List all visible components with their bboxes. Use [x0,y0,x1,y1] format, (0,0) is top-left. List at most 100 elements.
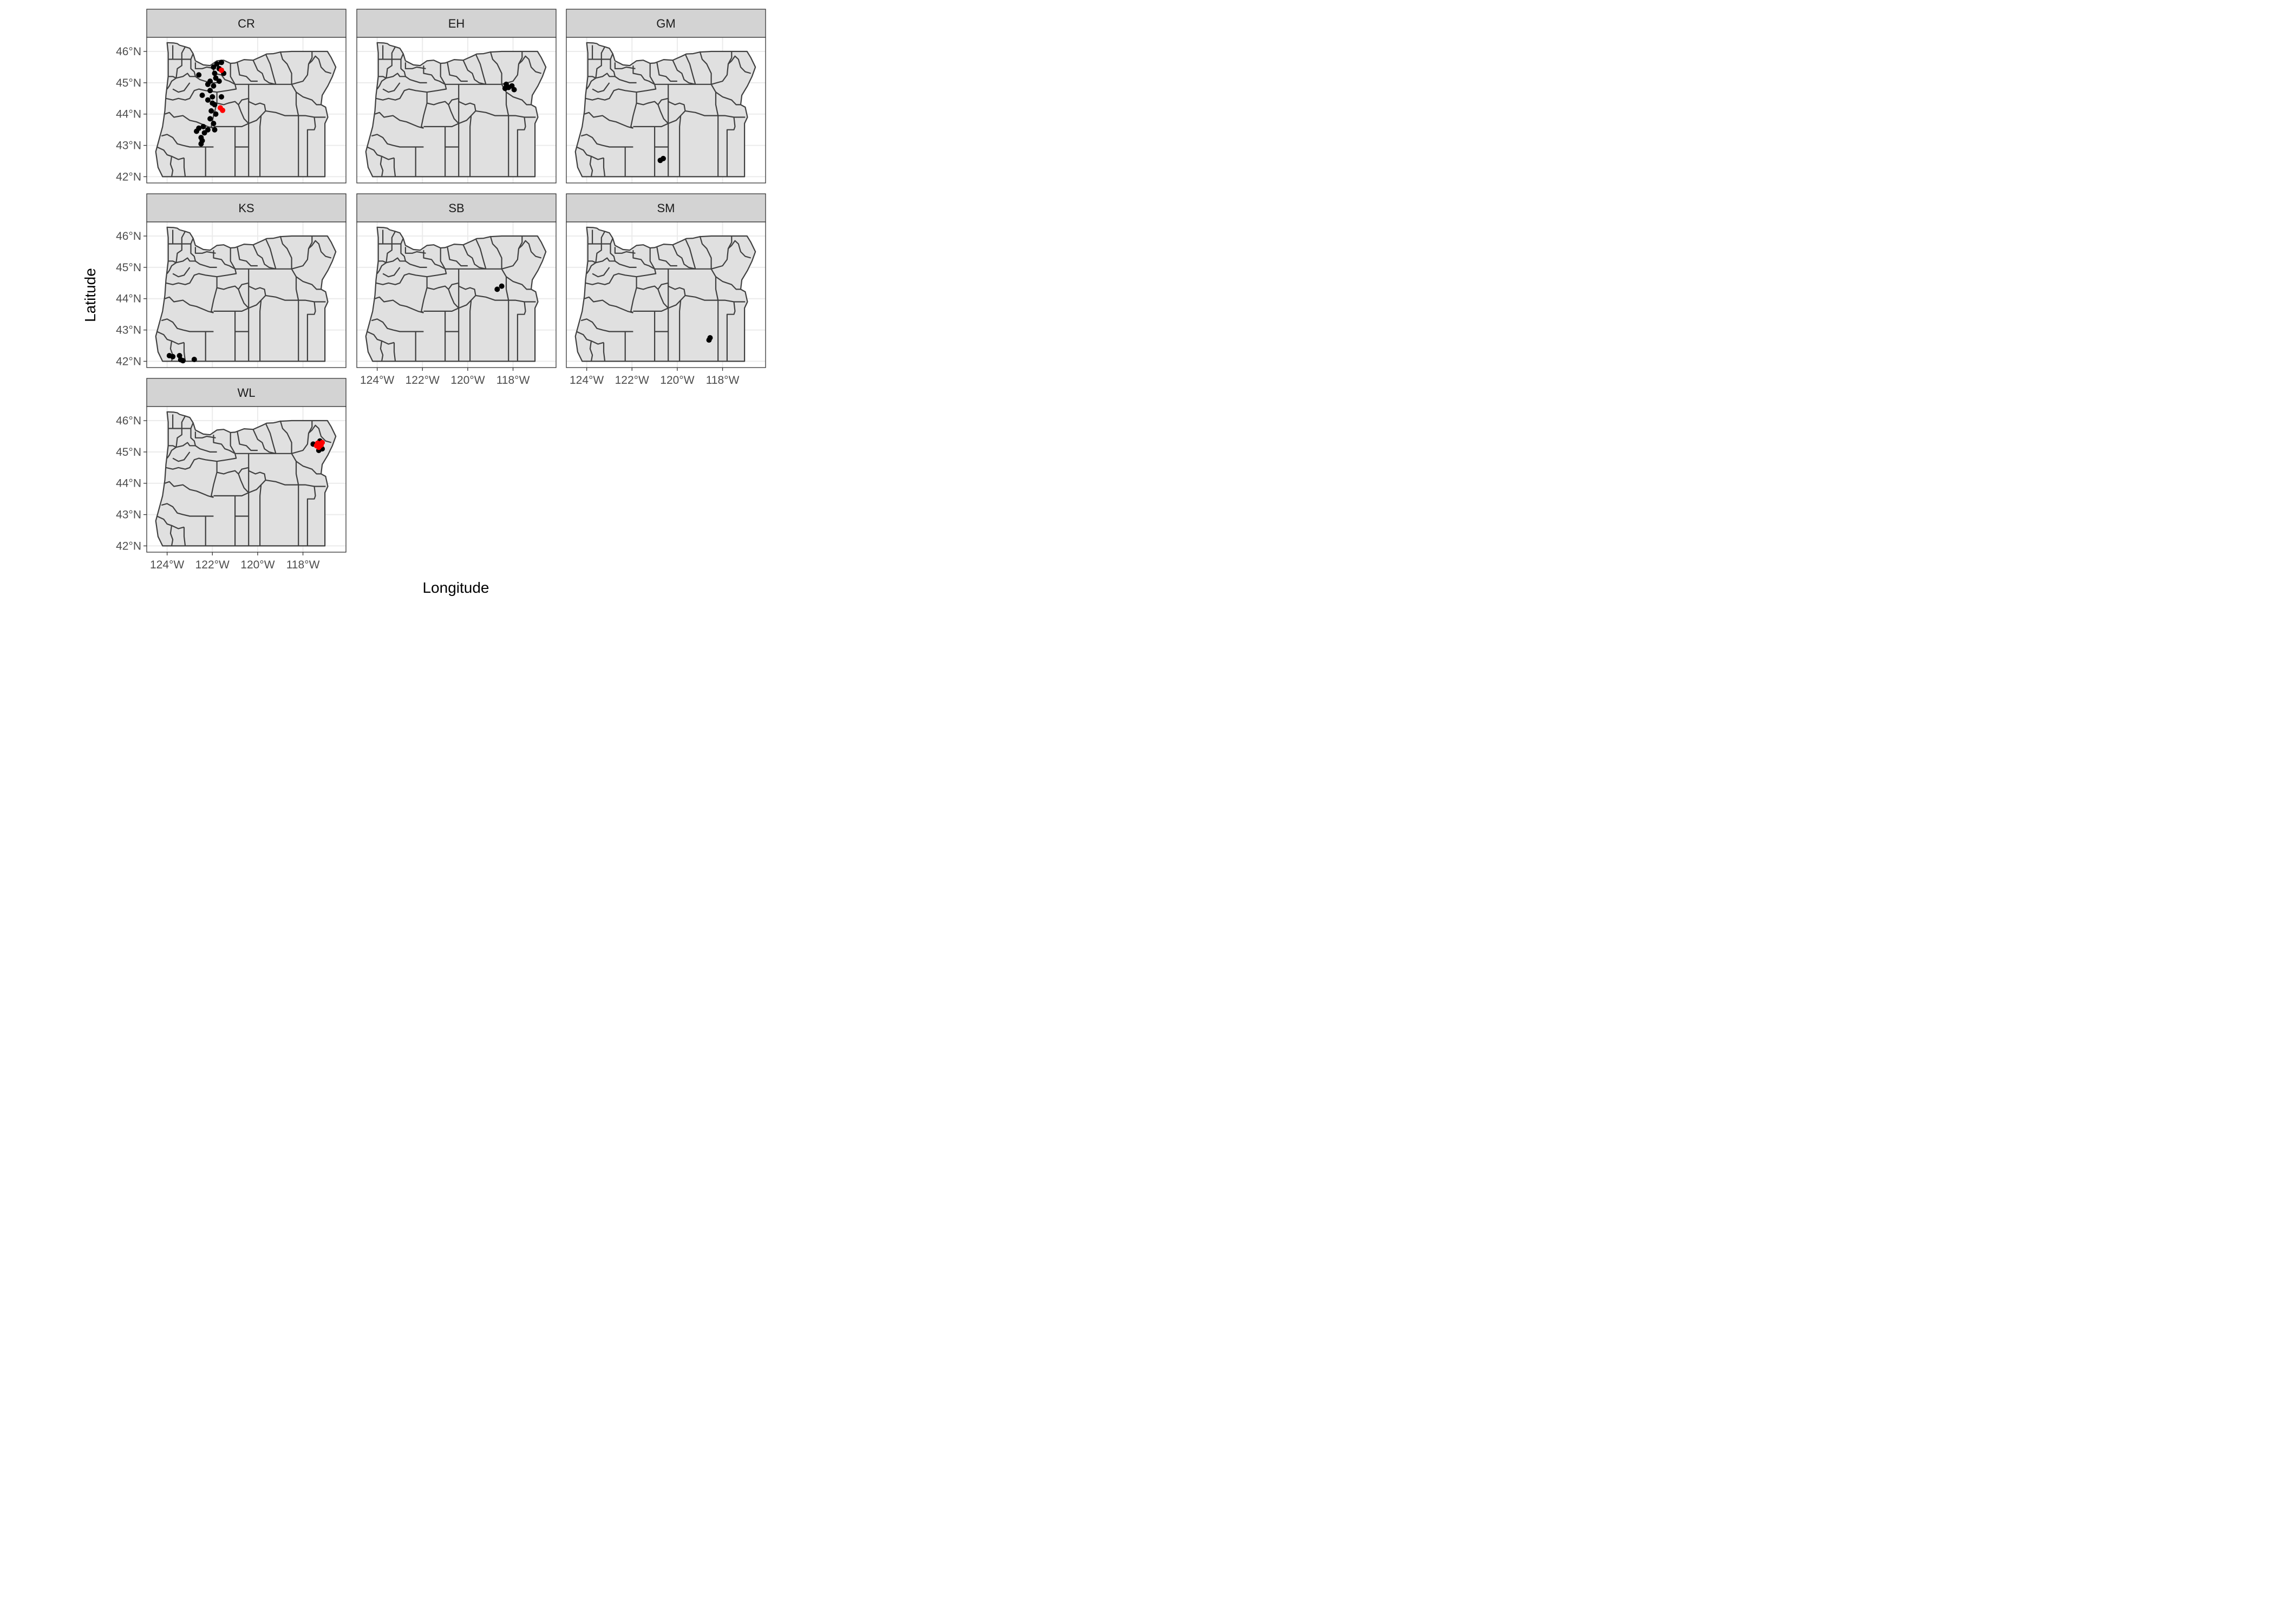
location-point [499,283,505,289]
x-tick-label: 122°W [195,559,230,571]
facet-strip-ks [146,193,347,222]
county-boundary [183,527,186,546]
county-boundary [378,76,387,79]
y-tick-label: 46°N [116,230,141,243]
panel-border [566,221,766,368]
county-boundary [371,134,424,148]
county-boundary [587,260,596,264]
county-boundary [380,340,384,362]
location-point [219,94,224,100]
county-boundary [501,269,509,300]
county-boundary [423,250,447,278]
state-outline [574,42,756,178]
county-boundary [194,247,216,254]
county-boundary [421,103,428,129]
county-boundary [279,51,292,84]
county-boundary [166,457,217,470]
county-boundary [679,115,682,177]
location-point [196,72,202,78]
county-boundary [376,273,427,285]
county-boundary [506,91,531,106]
county-boundary [259,115,262,177]
county-boundary [475,54,487,85]
county-boundary [382,267,401,278]
county-boundary [194,62,216,69]
county-boundary [172,451,191,462]
county-boundary [610,59,616,77]
x-tick-label: 120°W [660,374,694,387]
facet-label-gm: GM [656,17,675,30]
county-boundary [589,156,593,177]
county-boundary [636,277,659,290]
facet-panel-sm: SM 124°W 122°W 120°W 118°W [566,193,766,387]
county-boundary [679,300,682,362]
county-boundary [371,318,424,332]
county-boundary [291,84,299,116]
county-boundary [367,331,395,345]
county-boundary [308,424,332,443]
county-boundary [291,453,299,485]
county-boundary [501,236,523,270]
county-boundary [656,62,677,82]
county-boundary [587,46,606,60]
county-boundary [711,236,733,270]
location-point [219,60,224,66]
county-boundary [393,342,396,362]
county-boundary [632,250,657,278]
county-boundary [252,244,276,270]
county-boundary [400,59,406,77]
county-boundary [169,156,174,177]
county-boundary [596,73,637,83]
county-boundary [630,287,637,313]
location-point [212,102,218,108]
county-boundary [230,248,236,270]
location-point [494,286,500,292]
county-boundary [376,88,427,101]
county-boundary [684,238,696,270]
county-boundary [589,340,593,362]
state-outline [155,411,337,547]
county-boundary [672,244,696,270]
county-boundary [378,260,387,264]
county-boundary [440,63,446,85]
location-point [170,353,176,359]
location-point [207,88,213,94]
y-tick-label: 42°N [116,171,141,183]
facet-label-sm: SM [657,201,675,215]
x-tick-label: 118°W [496,374,530,387]
county-boundary [265,54,277,85]
facet-panel-gm: GM [566,9,766,184]
county-boundary [213,435,237,462]
county-boundary [699,51,712,84]
county-boundary [259,484,262,546]
county-boundary [610,244,616,261]
county-boundary [161,318,214,332]
county-boundary [279,420,292,454]
county-boundary [475,238,487,270]
county-boundary [614,62,636,69]
county-boundary [469,300,472,362]
panel-border [566,37,766,184]
county-boundary [699,235,712,269]
county-boundary [649,248,656,270]
county-boundary [308,55,332,74]
facet-strip-wl [146,378,347,407]
county-boundary [423,66,447,93]
county-boundary [726,117,736,177]
county-boundary [506,276,531,290]
county-boundary [462,60,486,85]
county-boundary [501,51,523,85]
county-boundary [230,433,236,454]
county-boundary [580,134,633,148]
y-tick-label: 42°N [116,355,141,368]
county-boundary [216,92,239,106]
county-boundary [587,76,596,79]
county-boundary [216,461,239,475]
county-boundary [596,257,637,268]
county-boundary [194,431,216,438]
county-boundary [728,240,752,259]
county-boundary [156,515,185,529]
county-boundary [296,461,321,475]
x-tick-label: 124°W [570,374,604,387]
location-point [216,78,222,84]
